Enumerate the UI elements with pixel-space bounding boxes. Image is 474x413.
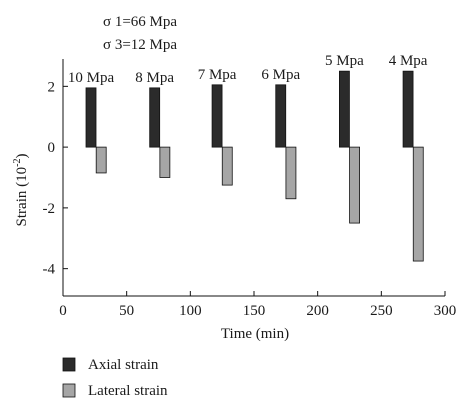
axial-strain-bar (402, 70, 414, 148)
lateral-strain-bar (349, 146, 360, 224)
confining-pressure-label: 10 Mpa (68, 70, 115, 86)
legend-label: Axial strain (88, 357, 159, 373)
sigma3-annotation: σ 3=12 Mpa (103, 37, 177, 53)
lateral-strain-bar (95, 146, 107, 174)
y-tick-label: -2 (43, 201, 56, 217)
plot-area: 10 Mpa 8 Mpa 7 Mpa 6 Mpa 5 Mpa 4 Mpa (68, 53, 428, 262)
axial-strain-bar (339, 70, 350, 148)
x-tick-label: 250 (370, 303, 393, 319)
axial-legend-swatch (62, 357, 76, 372)
confining-pressure-label: 6 Mpa (261, 67, 300, 83)
confining-pressure-label: 4 Mpa (389, 53, 428, 69)
confining-pressure-label: 5 Mpa (325, 53, 364, 69)
axial-strain-bar (275, 84, 287, 148)
y-tick-label: -4 (43, 262, 56, 278)
lateral-strain-bar (159, 146, 171, 178)
x-tick-label: 100 (179, 303, 202, 319)
legend: Axial strain Lateral strain (62, 357, 168, 399)
axial-strain-bar (149, 87, 161, 148)
x-tick-label: 150 (243, 303, 266, 319)
x-tick-label: 50 (119, 303, 134, 319)
x-tick-label: 300 (434, 303, 457, 319)
confining-pressure-label: 7 Mpa (198, 67, 237, 83)
axial-strain-bar (85, 87, 97, 148)
y-axis-label-exponent: -2 (12, 159, 23, 167)
lateral-legend-swatch (62, 383, 76, 398)
y-axis-label: Strain (10-2) (12, 154, 30, 227)
x-tick-label: 0 (59, 303, 67, 319)
lateral-strain-bar (285, 146, 297, 200)
lateral-strain-bar (412, 146, 424, 262)
legend-label: Lateral strain (88, 383, 168, 399)
y-tick-label: 2 (48, 79, 56, 95)
confining-pressure-label: 8 Mpa (135, 70, 174, 86)
sigma1-annotation: σ 1=66 Mpa (103, 14, 177, 30)
x-tick-label: 200 (306, 303, 329, 319)
axial-strain-bar (211, 84, 223, 148)
x-axis-label: Time (min) (221, 326, 289, 342)
lateral-strain-bar (221, 146, 233, 186)
y-tick-label: 0 (48, 140, 56, 156)
axes: 0 50 100 150 200 250 300 2 0 -2 -4 (43, 59, 457, 319)
